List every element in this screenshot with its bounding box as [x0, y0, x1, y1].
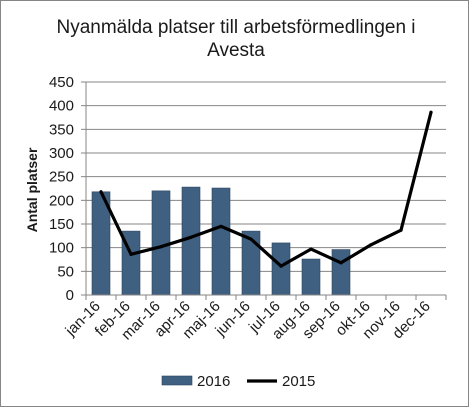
y-tick-label: 300	[49, 145, 74, 162]
bar-series	[91, 186, 351, 296]
line-point-nov-16	[399, 228, 403, 232]
y-tick-label: 400	[49, 98, 74, 115]
legend-swatch-2016	[161, 375, 193, 386]
y-tick-label: 200	[49, 192, 74, 209]
bar-aug-16	[301, 258, 321, 296]
legend-label-2016: 2016	[197, 373, 230, 390]
y-tick-labels: 0 50 100 150 200 250 300 350 400 450	[49, 74, 74, 304]
chart-title-line-1: Nyanmälda platser till arbetsförmedlinge…	[56, 17, 415, 38]
y-tick-label: 50	[57, 263, 74, 280]
line-point-maj-16	[219, 224, 223, 228]
line-2015	[99, 110, 433, 268]
legend-label-2015: 2015	[282, 373, 315, 390]
line-point-jun-16	[249, 237, 253, 241]
chart-title-line-2: Avesta	[207, 40, 265, 61]
y-tick-label: 250	[49, 169, 74, 186]
y-tick-label: 0	[66, 287, 74, 304]
line-point-okt-16	[369, 243, 373, 247]
y-axis-label: Antal platser	[24, 147, 40, 232]
line-point-apr-16	[189, 235, 193, 239]
x-tick-labels: jan-16feb-16mar-16apr-16maj-16jun-16jul-…	[62, 298, 434, 344]
line-point-mar-16	[159, 245, 163, 249]
bar-sep-16	[331, 249, 351, 296]
bar-apr-16	[181, 186, 201, 296]
bar-mar-16	[151, 190, 171, 296]
bar-jul-16	[271, 242, 291, 296]
gridlines	[86, 81, 446, 272]
axes	[81, 81, 447, 300]
line-series	[99, 110, 433, 268]
line-point-dec-16	[429, 110, 433, 114]
y-tick-label: 150	[49, 216, 74, 233]
bar-maj-16	[211, 187, 231, 296]
line-point-aug-16	[309, 247, 313, 251]
line-point-sep-16	[339, 261, 343, 265]
y-tick-label: 350	[49, 121, 74, 138]
line-point-feb-16	[129, 252, 133, 256]
line-point-jan-16	[99, 190, 103, 194]
legend: 2016 2015	[161, 373, 315, 390]
line-point-jul-16	[279, 264, 283, 268]
y-tick-label: 100	[49, 240, 74, 257]
y-tick-label: 450	[49, 74, 74, 91]
